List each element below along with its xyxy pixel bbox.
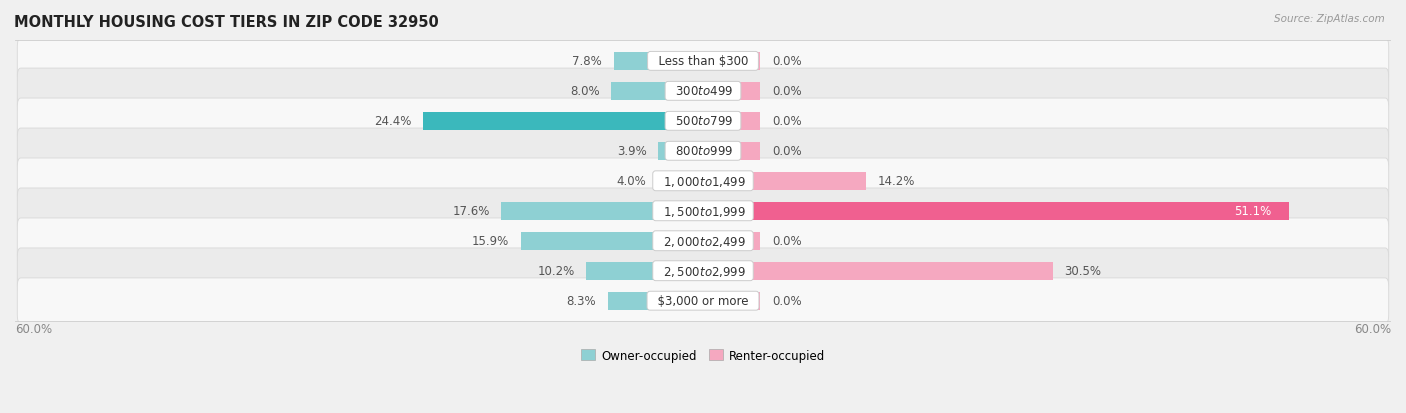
Text: 15.9%: 15.9% <box>472 235 509 248</box>
Bar <box>607 292 703 310</box>
Bar <box>703 113 761 131</box>
Text: 51.1%: 51.1% <box>1234 205 1272 218</box>
Text: 30.5%: 30.5% <box>1064 265 1101 278</box>
FancyBboxPatch shape <box>17 129 1389 174</box>
Text: 24.4%: 24.4% <box>374 115 412 128</box>
Text: 10.2%: 10.2% <box>537 265 575 278</box>
Text: $500 to $799: $500 to $799 <box>668 115 738 128</box>
Bar <box>501 202 703 220</box>
Text: $1,000 to $1,499: $1,000 to $1,499 <box>655 174 751 188</box>
Text: 60.0%: 60.0% <box>1354 323 1391 335</box>
Bar <box>612 83 703 101</box>
Text: 8.0%: 8.0% <box>571 85 600 98</box>
Bar <box>703 83 761 101</box>
Text: 0.0%: 0.0% <box>772 115 801 128</box>
FancyBboxPatch shape <box>17 69 1389 114</box>
FancyBboxPatch shape <box>17 218 1389 264</box>
FancyBboxPatch shape <box>17 159 1389 204</box>
Bar <box>658 142 703 160</box>
Text: 14.2%: 14.2% <box>877 175 915 188</box>
Text: 0.0%: 0.0% <box>772 145 801 158</box>
Bar <box>703 202 1289 220</box>
Text: MONTHLY HOUSING COST TIERS IN ZIP CODE 32950: MONTHLY HOUSING COST TIERS IN ZIP CODE 3… <box>14 15 439 30</box>
Bar <box>703 262 1053 280</box>
Text: 0.0%: 0.0% <box>772 55 801 68</box>
Text: 0.0%: 0.0% <box>772 85 801 98</box>
FancyBboxPatch shape <box>17 99 1389 144</box>
Bar <box>703 172 866 190</box>
Bar <box>703 292 761 310</box>
Text: 3.9%: 3.9% <box>617 145 647 158</box>
Bar <box>703 232 761 250</box>
Text: 7.8%: 7.8% <box>572 55 602 68</box>
Text: $2,500 to $2,999: $2,500 to $2,999 <box>655 264 751 278</box>
Text: 4.0%: 4.0% <box>616 175 645 188</box>
FancyBboxPatch shape <box>17 248 1389 294</box>
Bar <box>703 142 761 160</box>
FancyBboxPatch shape <box>17 278 1389 324</box>
Text: $800 to $999: $800 to $999 <box>668 145 738 158</box>
Text: 17.6%: 17.6% <box>453 205 489 218</box>
Text: Less than $300: Less than $300 <box>651 55 755 68</box>
Bar <box>703 53 761 71</box>
Text: $3,000 or more: $3,000 or more <box>650 294 756 307</box>
Text: Source: ZipAtlas.com: Source: ZipAtlas.com <box>1274 14 1385 24</box>
Text: 0.0%: 0.0% <box>772 235 801 248</box>
Text: 0.0%: 0.0% <box>772 294 801 307</box>
Text: 60.0%: 60.0% <box>15 323 52 335</box>
Text: $300 to $499: $300 to $499 <box>668 85 738 98</box>
Legend: Owner-occupied, Renter-occupied: Owner-occupied, Renter-occupied <box>576 344 830 367</box>
Text: 8.3%: 8.3% <box>567 294 596 307</box>
Bar <box>586 262 703 280</box>
Text: $1,500 to $1,999: $1,500 to $1,999 <box>655 204 751 218</box>
FancyBboxPatch shape <box>17 188 1389 234</box>
FancyBboxPatch shape <box>17 39 1389 84</box>
Bar <box>520 232 703 250</box>
Bar <box>613 53 703 71</box>
Bar <box>423 113 703 131</box>
Text: $2,000 to $2,499: $2,000 to $2,499 <box>655 234 751 248</box>
Bar <box>657 172 703 190</box>
